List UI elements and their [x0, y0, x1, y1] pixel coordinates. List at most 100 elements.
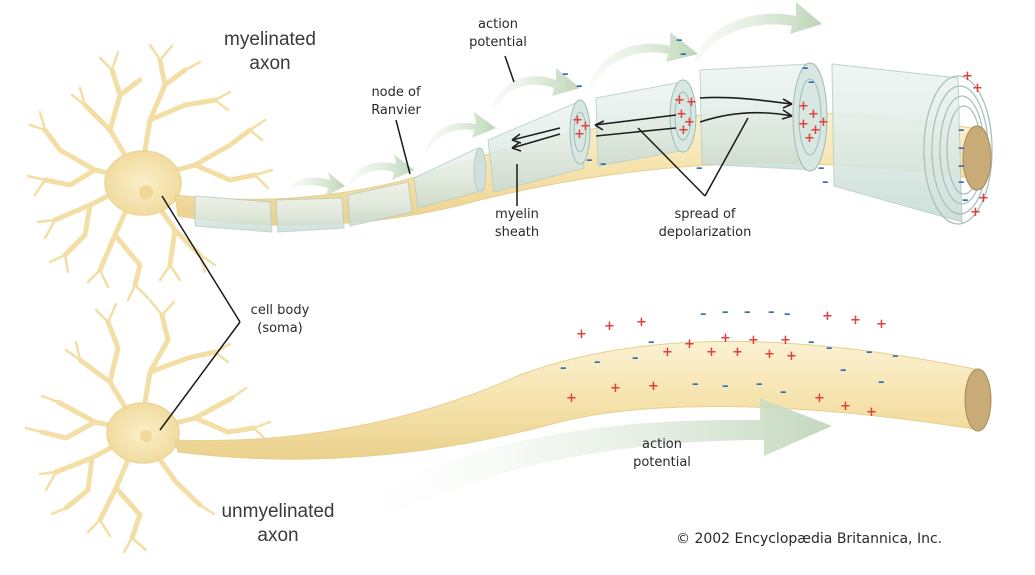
svg-text:+: + — [804, 131, 815, 146]
copyright-text: © 2002 Encyclopædia Britannica, Inc. — [676, 531, 943, 547]
svg-text:–: – — [802, 61, 809, 76]
leader-cell-body-bottom — [159, 321, 241, 431]
spread-line2: depolarization — [658, 225, 752, 240]
svg-text:+: + — [686, 95, 697, 110]
svg-text:+: + — [674, 93, 685, 108]
svg-text:+: + — [574, 127, 585, 142]
svg-text:+: + — [962, 69, 973, 84]
svg-text:+: + — [818, 115, 829, 130]
node-of-ranvier-line2: Ranvier — [371, 103, 421, 118]
unmyelinated-axon-title: unmyelinated axon — [198, 500, 358, 548]
leader-cell-body-top — [161, 195, 241, 323]
svg-text:–: – — [600, 157, 607, 172]
svg-text:–: – — [780, 385, 787, 400]
svg-text:+: + — [840, 399, 851, 414]
svg-text:+: + — [798, 117, 809, 132]
svg-text:+: + — [810, 123, 821, 138]
svg-text:–: – — [632, 351, 639, 366]
svg-text:+: + — [648, 379, 659, 394]
svg-text:–: – — [676, 33, 683, 48]
svg-text:+: + — [972, 81, 983, 96]
svg-text:+: + — [706, 345, 717, 360]
leader-action-potential-top — [504, 55, 515, 83]
svg-text:+: + — [684, 115, 695, 130]
svg-text:–: – — [822, 175, 829, 190]
myelinated-title-line2: axon — [249, 53, 291, 74]
svg-text:+: + — [678, 123, 689, 138]
svg-text:–: – — [840, 363, 847, 378]
myelin-sheath-segments — [194, 62, 963, 233]
svg-text:+: + — [970, 205, 981, 220]
svg-text:+: + — [676, 107, 687, 122]
svg-text:–: – — [756, 377, 763, 392]
leader-node-of-ranvier — [395, 119, 411, 175]
unmyelinated-title-line2: axon — [257, 525, 299, 546]
action-potential-bottom-label: action potential — [622, 436, 702, 472]
action-potential-bottom-line1: action — [641, 437, 682, 452]
svg-text:–: – — [722, 379, 729, 394]
spread-line1: spread of — [674, 207, 736, 222]
unmyelinated-title-line1: unmyelinated — [221, 501, 335, 522]
svg-text:–: – — [744, 305, 751, 320]
top-axon-end — [962, 125, 992, 191]
svg-text:+: + — [566, 391, 577, 406]
svg-text:–: – — [818, 161, 825, 176]
svg-text:+: + — [814, 391, 825, 406]
current-arrows — [511, 96, 793, 152]
svg-text:+: + — [662, 345, 673, 360]
cell-body-line1: cell body — [250, 303, 310, 318]
svg-text:–: – — [680, 47, 687, 62]
svg-text:+: + — [780, 333, 791, 348]
cell-body-label: cell body (soma) — [240, 302, 320, 338]
cell-body-line2: (soma) — [257, 321, 303, 336]
svg-text:–: – — [958, 123, 965, 138]
spread-of-depolarization-label: spread of depolarization — [640, 206, 770, 242]
svg-text:–: – — [768, 305, 775, 320]
leader-lines — [159, 55, 749, 431]
svg-text:+: + — [580, 119, 591, 134]
svg-text:+: + — [636, 315, 647, 330]
top-charges: – – – – – – – – – – – – – – – – + + + + … — [562, 33, 989, 220]
svg-text:–: – — [866, 345, 873, 360]
svg-text:–: – — [826, 341, 833, 356]
saltatory-arrows — [290, 2, 822, 196]
svg-text:–: – — [560, 361, 567, 376]
bottom-axon-end — [964, 368, 992, 432]
svg-text:+: + — [748, 333, 759, 348]
action-potential-top-label: action potential — [458, 16, 538, 52]
svg-text:–: – — [808, 75, 815, 90]
svg-text:+: + — [732, 345, 743, 360]
myelin-sheath-line2: sheath — [494, 225, 540, 240]
svg-text:+: + — [786, 349, 797, 364]
node-of-ranvier-line1: node of — [371, 85, 421, 100]
svg-text:+: + — [866, 405, 877, 420]
bottom-action-potential-arrow — [370, 398, 832, 520]
svg-text:–: – — [808, 335, 815, 350]
svg-text:–: – — [962, 193, 969, 208]
myelinated-title-line1: myelinated — [224, 29, 316, 50]
svg-text:–: – — [576, 79, 583, 94]
myelinated-axon-title: myelinated axon — [210, 28, 330, 76]
myelin-sheath-label: myelin sheath — [482, 206, 552, 242]
svg-text:–: – — [586, 153, 593, 168]
top-neuron — [26, 43, 274, 302]
svg-text:+: + — [604, 319, 615, 334]
svg-text:+: + — [720, 331, 731, 346]
svg-text:+: + — [572, 113, 583, 128]
svg-text:–: – — [696, 161, 703, 176]
svg-text:–: – — [958, 141, 965, 156]
svg-text:+: + — [684, 337, 695, 352]
leader-spread-1 — [637, 127, 706, 197]
action-potential-top-line2: potential — [469, 35, 527, 50]
svg-text:–: – — [648, 335, 655, 350]
svg-text:–: – — [594, 355, 601, 370]
svg-text:–: – — [692, 377, 699, 392]
svg-text:–: – — [722, 305, 729, 320]
svg-text:–: – — [958, 175, 965, 190]
bottom-charges: + + + + + + + + + + + + + + + + + + + + … — [560, 305, 899, 420]
svg-text:+: + — [822, 309, 833, 324]
svg-text:+: + — [798, 99, 809, 114]
bottom-neuron — [24, 298, 272, 554]
svg-text:–: – — [958, 159, 965, 174]
